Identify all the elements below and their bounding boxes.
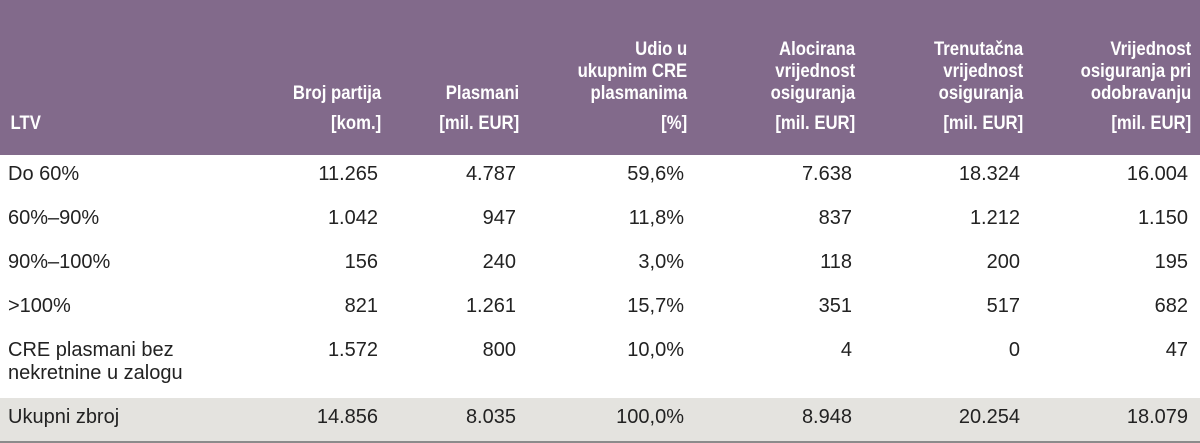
- cell-broj-partija: 11.265: [318, 163, 378, 185]
- table-body: Do 60% 11.265 4.787 59,6% 7.638 18.324 1…: [0, 155, 1200, 443]
- row-label: >100%: [8, 295, 71, 317]
- cell-plasmani: 1.261: [465, 295, 516, 317]
- table-header: Broj partija Plasmani Udio u ukupnim CRE…: [0, 0, 1200, 155]
- cell-alocirana: 4: [840, 339, 852, 361]
- header-trenutacna-line-1: Trenutačna: [933, 39, 1024, 60]
- unit-trenutacna: [mil. EUR]: [943, 113, 1024, 134]
- header-vrijednost-line-3: odobravanju: [1090, 83, 1192, 104]
- table-row: CRE plasmani bez nekretnine u zalogu 1.5…: [0, 331, 1200, 398]
- table-row: Do 60% 11.265 4.787 59,6% 7.638 18.324 1…: [0, 155, 1200, 199]
- cell-trenutacna: 18.324: [958, 163, 1020, 185]
- cell-udio: 11,8%: [628, 207, 684, 229]
- cell-plasmani: 947: [482, 207, 516, 229]
- total-alocirana: 8.948: [696, 398, 864, 443]
- total-vrijednost: 18.079: [1032, 398, 1200, 443]
- unit-alocirana: [mil. EUR]: [775, 113, 856, 134]
- header-trenutacna-line-2: vrijednost: [943, 61, 1024, 82]
- header-udio-line-3: plasmanima: [590, 83, 688, 104]
- row-label: 60%–90%: [8, 207, 100, 229]
- header-alocirana-line-1: Alocirana: [778, 39, 856, 60]
- header-alocirana: Alocirana vrijednost osiguranja: [716, 0, 864, 113]
- cell-alocirana: 837: [818, 207, 852, 229]
- table-row: >100% 821 1.261 15,7% 351 517 682: [0, 287, 1200, 331]
- cell-vrijednost: 16.004: [1126, 163, 1188, 185]
- table-row: 60%–90% 1.042 947 11,8% 837 1.212 1.150: [0, 199, 1200, 243]
- cell-trenutacna: 200: [986, 251, 1020, 273]
- total-row: Ukupni zbroj 14.856 8.035 100,0% 8.948 2…: [0, 398, 1200, 443]
- cell-vrijednost: 1.150: [1137, 207, 1188, 229]
- cell-alocirana: 118: [820, 251, 852, 273]
- header-udio: Udio u ukupnim CRE plasmanima: [548, 0, 696, 113]
- cell-trenutacna: 0: [1008, 339, 1020, 361]
- total-trenutacna: 20.254: [864, 398, 1032, 443]
- unit-vrijednost: [mil. EUR]: [1111, 113, 1192, 134]
- unit-kom: [kom.]: [331, 113, 382, 134]
- header-udio-line-2: ukupnim CRE: [577, 61, 688, 82]
- header-alocirana-line-3: osiguranja: [770, 83, 856, 104]
- cell-vrijednost: 682: [1154, 295, 1188, 317]
- header-title-row: Broj partija Plasmani Udio u ukupnim CRE…: [0, 0, 1200, 113]
- header-plasmani: Plasmani: [445, 83, 520, 104]
- cell-udio: 10,0%: [627, 339, 684, 361]
- total-udio: 100,0%: [528, 398, 696, 443]
- cell-plasmani: 240: [482, 251, 516, 273]
- cell-broj-partija: 1.572: [327, 339, 378, 361]
- cell-broj-partija: 821: [344, 295, 378, 317]
- header-alocirana-line-2: vrijednost: [775, 61, 856, 82]
- header-broj-partija: Broj partija: [292, 83, 382, 104]
- cell-trenutacna: 1.212: [969, 207, 1020, 229]
- cell-plasmani: 800: [482, 339, 516, 361]
- cell-vrijednost: 47: [1165, 339, 1188, 361]
- cell-trenutacna: 517: [986, 295, 1020, 317]
- table-row: 90%–100% 156 240 3,0% 118 200 195: [0, 243, 1200, 287]
- cell-broj-partija: 156: [344, 251, 378, 273]
- row-label: 90%–100%: [8, 251, 111, 273]
- header-trenutacna: Trenutačna vrijednost osiguranja: [884, 0, 1032, 113]
- total-broj-partija: 14.856: [200, 398, 390, 443]
- cell-udio: 15,7%: [627, 295, 684, 317]
- cell-alocirana: 7.638: [801, 163, 852, 185]
- header-unit-row: LTV [kom.] [mil. EUR] [%] [mil. EUR] [mi…: [0, 113, 1200, 155]
- header-vrijednost-odobravanju: Vrijednost osiguranja pri odobravanju: [1052, 0, 1200, 113]
- header-vrijednost-line-1: Vrijednost: [1110, 39, 1192, 60]
- cell-alocirana: 351: [818, 295, 852, 317]
- header-trenutacna-line-3: osiguranja: [938, 83, 1024, 104]
- cell-plasmani: 4.787: [465, 163, 516, 185]
- cell-broj-partija: 1.042: [327, 207, 378, 229]
- header-ltv-title: [0, 0, 176, 113]
- header-ltv: LTV: [10, 113, 41, 134]
- cell-vrijednost: 195: [1154, 251, 1188, 273]
- row-label: CRE plasmani bez nekretnine u zalogu: [8, 339, 183, 384]
- cell-udio: 59,6%: [627, 163, 684, 185]
- row-label: Do 60%: [8, 163, 80, 185]
- unit-plasmani: [mil. EUR]: [439, 113, 520, 134]
- header-udio-line-1: Udio u: [635, 39, 688, 60]
- cell-udio: 3,0%: [638, 251, 684, 273]
- total-plasmani: 8.035: [390, 398, 528, 443]
- total-label: Ukupni zbroj: [0, 398, 200, 443]
- header-vrijednost-line-2: osiguranja pri: [1080, 61, 1192, 82]
- unit-udio: [%]: [661, 113, 688, 134]
